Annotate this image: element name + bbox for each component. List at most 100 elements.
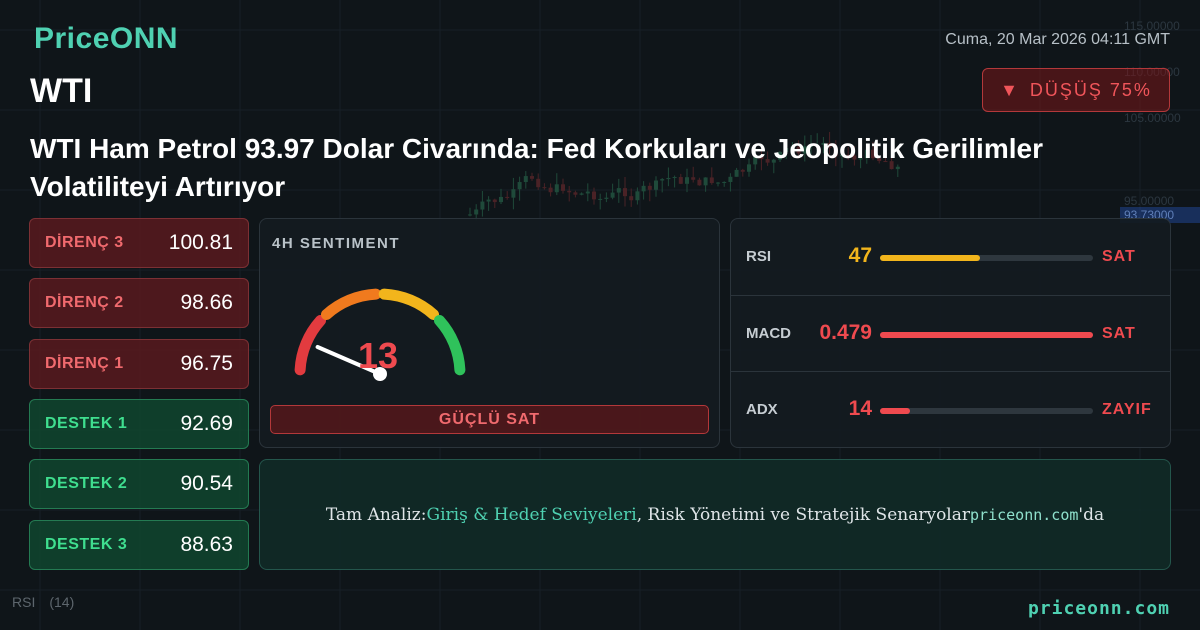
candle-body bbox=[523, 176, 528, 183]
gauge-pivot bbox=[373, 367, 387, 381]
indicator-name: MACD bbox=[746, 325, 791, 342]
candle-body bbox=[771, 159, 776, 163]
candle-body bbox=[759, 155, 764, 160]
candle-body bbox=[499, 196, 503, 203]
candle-body bbox=[678, 177, 683, 184]
cta-site-link[interactable]: priceonn.com bbox=[970, 505, 1079, 524]
candle-body bbox=[747, 164, 751, 172]
candle-body bbox=[895, 166, 900, 170]
candle-body bbox=[486, 199, 491, 202]
sentiment-value: 13 bbox=[358, 335, 399, 376]
background-candles bbox=[468, 131, 900, 221]
candle-body bbox=[703, 177, 708, 186]
indicator-signal: SAT bbox=[1102, 325, 1136, 342]
candle-body bbox=[592, 191, 596, 200]
indicator-row-rsi: RSI 47 SAT bbox=[731, 219, 1170, 295]
indicator-value: 47 bbox=[848, 244, 872, 267]
candle-body bbox=[598, 198, 603, 200]
level-resistance-3: DİRENÇ 3 100.81 bbox=[29, 218, 249, 268]
candle-body bbox=[784, 147, 789, 152]
candle-body bbox=[815, 144, 820, 146]
candle-body bbox=[709, 177, 714, 184]
full-analysis-banner[interactable]: Tam Analiz: Giriş & Hedef Seviyeleri , R… bbox=[259, 459, 1171, 570]
background-rsi-label: RSI (14) bbox=[12, 594, 74, 610]
candle-body bbox=[809, 145, 813, 147]
candle-body bbox=[753, 155, 758, 165]
candle-body bbox=[561, 184, 565, 191]
level-label: DİRENÇ 1 bbox=[45, 355, 124, 372]
level-label: DESTEK 2 bbox=[45, 475, 128, 492]
level-value: 88.63 bbox=[180, 533, 233, 556]
level-value: 92.69 bbox=[180, 412, 233, 435]
indicator-value: 0.479 bbox=[819, 321, 872, 344]
indicator-row-macd: MACD 0.479 SAT bbox=[731, 295, 1170, 371]
candle-body bbox=[821, 142, 826, 145]
symbol-title: WTI bbox=[30, 72, 93, 110]
candle-body bbox=[530, 176, 534, 179]
candle-body bbox=[635, 191, 640, 201]
brand-logo: PriceONN bbox=[34, 22, 179, 55]
sentiment-gauge bbox=[294, 288, 466, 381]
candle-body bbox=[691, 177, 696, 180]
level-value: 100.81 bbox=[168, 231, 233, 254]
footer-url-link[interactable]: priceonn.com bbox=[1027, 598, 1170, 619]
candle-body bbox=[585, 191, 590, 194]
level-label: DESTEK 1 bbox=[45, 415, 128, 432]
level-label: DİRENÇ 3 bbox=[45, 234, 124, 251]
candle-body bbox=[474, 209, 479, 215]
candle-body bbox=[579, 193, 584, 195]
candle-body bbox=[889, 161, 894, 170]
candle-body bbox=[672, 177, 677, 179]
level-support-2: DESTEK 2 90.54 bbox=[29, 459, 249, 509]
candle-body bbox=[778, 151, 782, 160]
candle-body bbox=[852, 155, 857, 160]
gauge-segment bbox=[320, 288, 382, 321]
candle-body bbox=[827, 142, 832, 148]
candle-body bbox=[610, 192, 615, 198]
candle-body bbox=[641, 185, 646, 192]
candle-body bbox=[796, 146, 801, 154]
indicator-signal: ZAYIF bbox=[1102, 401, 1152, 418]
gauge-segment bbox=[433, 314, 466, 376]
candle-body bbox=[660, 179, 665, 181]
price-axis-label: 115.00000 bbox=[1124, 19, 1180, 33]
indicator-name: RSI bbox=[746, 248, 772, 265]
candle-body bbox=[492, 199, 497, 203]
candle-body bbox=[864, 149, 869, 159]
candle-body bbox=[716, 182, 720, 184]
level-value: 98.66 bbox=[180, 291, 233, 314]
indicator-fill bbox=[880, 255, 981, 261]
price-axis-label: 105.00000 bbox=[1124, 111, 1181, 125]
candle-body bbox=[480, 201, 485, 210]
candle-body bbox=[654, 180, 658, 190]
candle-body bbox=[604, 197, 609, 199]
headline: WTI Ham Petrol 93.97 Dolar Civarında: Fe… bbox=[30, 133, 1043, 202]
candle-body bbox=[877, 158, 882, 162]
level-resistance-2: DİRENÇ 2 98.66 bbox=[29, 278, 249, 328]
sentiment-title: 4H SENTIMENT bbox=[272, 235, 401, 252]
candle-body bbox=[573, 192, 578, 195]
down-arrow-icon: ▼ bbox=[1000, 79, 1020, 100]
indicator-value: 14 bbox=[848, 397, 872, 420]
cta-highlight-link[interactable]: Giriş & Hedef Seviyeleri bbox=[426, 504, 637, 525]
candle-body bbox=[629, 196, 634, 201]
gauge-needle bbox=[315, 344, 382, 376]
indicator-track bbox=[880, 408, 1093, 414]
gauge-segment bbox=[378, 288, 440, 321]
indicator-fill bbox=[880, 408, 910, 414]
trend-badge: ▼ DÜŞÜŞ 75% bbox=[982, 68, 1170, 112]
candle-body bbox=[542, 187, 547, 189]
level-label: DESTEK 3 bbox=[45, 536, 128, 553]
candle-body bbox=[536, 178, 541, 188]
candle-body bbox=[647, 185, 652, 190]
candle-body bbox=[858, 158, 863, 160]
candle-body bbox=[883, 161, 888, 163]
candle-body bbox=[548, 187, 553, 193]
candle-body bbox=[740, 169, 745, 172]
level-support-3: DESTEK 3 88.63 bbox=[29, 520, 249, 570]
candle-body bbox=[790, 146, 795, 148]
candle-body bbox=[734, 169, 739, 177]
cta-suffix: 'da bbox=[1078, 504, 1105, 525]
candle-body bbox=[505, 196, 510, 198]
rsi-label: RSI bbox=[12, 594, 36, 610]
